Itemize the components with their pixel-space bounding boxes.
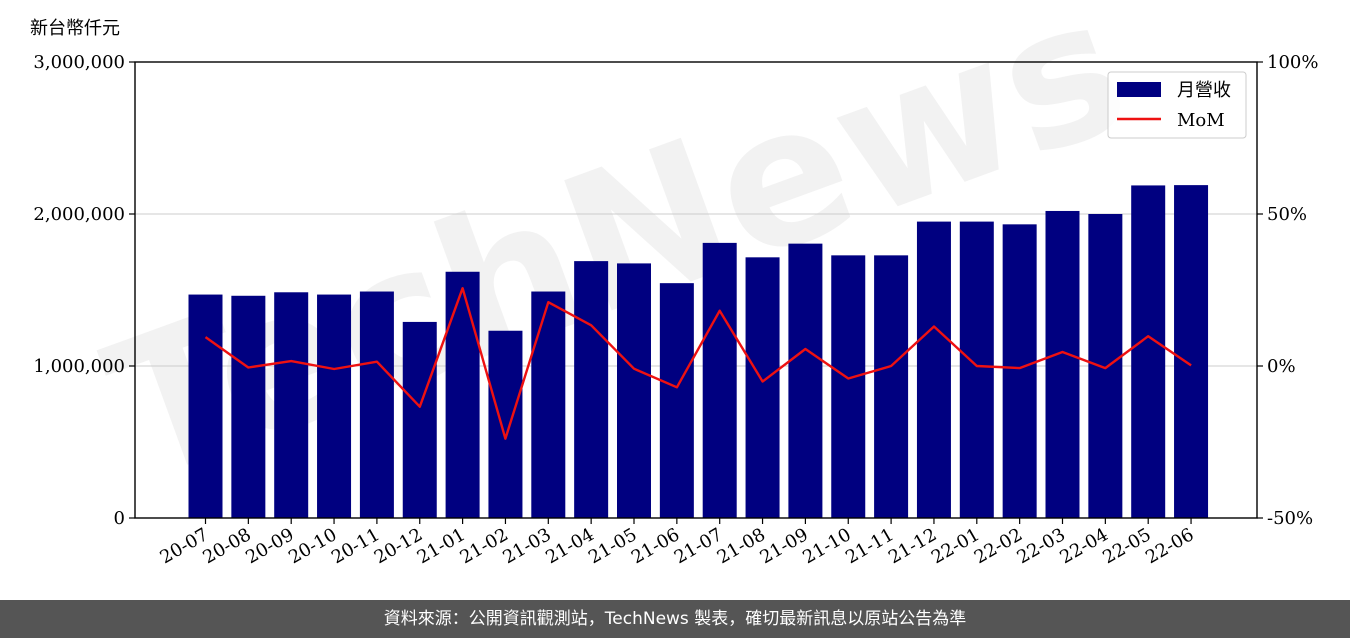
x-tick-label-21-07: 21-07 xyxy=(671,524,726,568)
chart: TechNews 01,000,0002,000,0003,000,000-50… xyxy=(33,0,1318,568)
x-tick-label-21-04: 21-04 xyxy=(542,524,597,568)
y-left-tick-label: 1,000,000 xyxy=(33,356,125,377)
bar-21-04 xyxy=(574,261,609,518)
bar-22-05 xyxy=(1131,185,1166,518)
x-tick-label-21-05: 21-05 xyxy=(585,524,640,568)
x-tick-label-22-01: 22-01 xyxy=(928,524,983,568)
y-right-tick-label: -50% xyxy=(1267,508,1313,529)
bar-22-04 xyxy=(1088,214,1123,518)
x-tick-label-20-10: 20-10 xyxy=(285,524,340,568)
bar-20-08 xyxy=(231,295,266,518)
x-tick-label-20-09: 20-09 xyxy=(242,524,297,568)
bar-21-02 xyxy=(488,330,523,518)
y-right-tick-label: 0% xyxy=(1267,356,1296,377)
bar-21-11 xyxy=(874,255,909,518)
x-tick-label-20-08: 20-08 xyxy=(199,524,254,568)
x-tick-label-21-01: 21-01 xyxy=(414,524,469,568)
bar-20-07 xyxy=(188,294,223,518)
bar-21-08 xyxy=(745,257,780,518)
source-footer: 資料來源：公開資訊觀測站，TechNews 製表，確切最新訊息以原站公告為準 xyxy=(0,600,1350,638)
line-series xyxy=(204,287,1192,440)
y-axis-unit-label: 新台幣仟元 xyxy=(30,18,120,39)
y-left-tick-label: 0 xyxy=(114,508,125,529)
plot-frame xyxy=(134,61,1258,519)
x-tick-label-22-03: 22-03 xyxy=(1014,524,1069,568)
y-left-tick-label: 2,000,000 xyxy=(33,204,125,225)
x-tick-label-21-06: 21-06 xyxy=(628,524,683,568)
x-tick-label-21-03: 21-03 xyxy=(499,524,554,568)
bar-20-09 xyxy=(274,292,309,518)
x-tick-label-21-08: 21-08 xyxy=(714,524,769,568)
bar-21-06 xyxy=(659,283,694,518)
bar-22-06 xyxy=(1174,185,1209,518)
legend: 月營收 MoM xyxy=(1107,71,1247,139)
x-tick-label-20-12: 20-12 xyxy=(371,524,426,568)
x-tick-label-20-07: 20-07 xyxy=(157,524,212,568)
mom-line xyxy=(204,287,1192,440)
bar-21-12 xyxy=(916,221,951,518)
legend-swatch-bar xyxy=(1117,82,1161,97)
bar-series xyxy=(188,185,1209,518)
bar-21-09 xyxy=(788,243,823,518)
bar-21-10 xyxy=(831,255,866,518)
legend-label-revenue: 月營收 xyxy=(1177,80,1231,101)
x-tick-label-21-02: 21-02 xyxy=(457,524,512,568)
bar-21-07 xyxy=(702,242,737,518)
bar-20-11 xyxy=(359,291,394,518)
y-right-tick-label: 50% xyxy=(1267,204,1307,225)
x-tick-label-20-11: 20-11 xyxy=(328,524,383,568)
x-tick-label-22-02: 22-02 xyxy=(971,524,1026,568)
x-tick-label-22-06: 22-06 xyxy=(1142,524,1197,568)
bar-22-02 xyxy=(1002,224,1037,518)
y-left-tick-label: 3,000,000 xyxy=(33,52,125,73)
bar-22-01 xyxy=(959,221,994,518)
x-tick-label-22-04: 22-04 xyxy=(1056,524,1111,568)
bar-20-12 xyxy=(402,321,437,518)
bar-22-03 xyxy=(1045,210,1080,518)
x-tick-label-21-10: 21-10 xyxy=(799,524,854,568)
x-tick-label-21-09: 21-09 xyxy=(756,524,811,568)
y-right-tick-label: 100% xyxy=(1267,52,1318,73)
legend-label-mom: MoM xyxy=(1177,110,1225,131)
bar-20-10 xyxy=(317,294,352,518)
x-tick-label-21-11: 21-11 xyxy=(842,524,897,568)
bar-21-05 xyxy=(617,263,651,518)
bar-21-01 xyxy=(445,271,480,518)
x-tick-label-21-12: 21-12 xyxy=(885,524,940,568)
x-tick-label-22-05: 22-05 xyxy=(1099,524,1154,568)
bar-21-03 xyxy=(531,291,566,518)
